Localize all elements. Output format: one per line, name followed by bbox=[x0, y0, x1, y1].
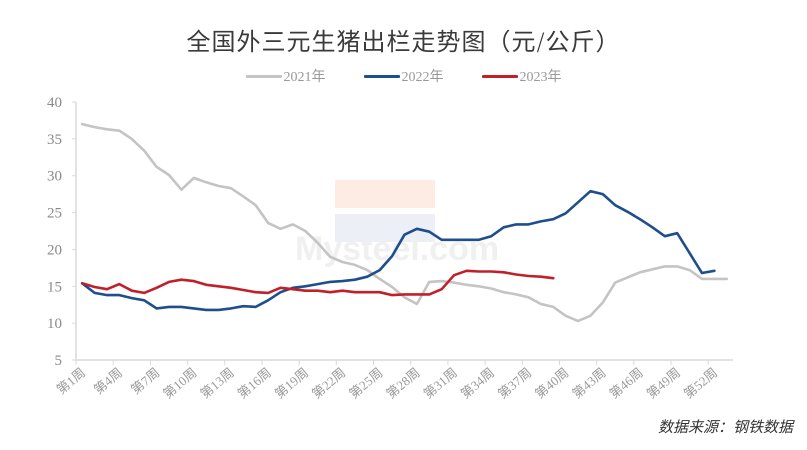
legend-swatch-icon bbox=[363, 74, 400, 78]
x-tick-label: 第10周 bbox=[160, 365, 200, 402]
x-tick-label: 第22周 bbox=[309, 365, 349, 402]
x-tick-label: 第7周 bbox=[128, 365, 163, 397]
legend-label: 2021年 bbox=[283, 70, 326, 85]
legend-label: 2022年 bbox=[401, 70, 444, 85]
x-tick-label: 第46周 bbox=[606, 365, 646, 402]
y-tick-label: 20 bbox=[47, 242, 62, 258]
series-line-2023年 bbox=[80, 269, 555, 297]
source-label: 数据来源：钢铁数据 bbox=[657, 418, 793, 436]
x-tick-label: 第49周 bbox=[644, 365, 684, 402]
y-tick-label: 5 bbox=[55, 353, 63, 369]
legend-item: 2023年 bbox=[481, 66, 562, 86]
x-tick-label: 第13周 bbox=[197, 365, 237, 402]
y-tick-label: 15 bbox=[47, 279, 62, 295]
x-tick-label: 第1周 bbox=[54, 365, 89, 397]
y-tick-label: 40 bbox=[47, 95, 62, 111]
x-tick-label: 第16周 bbox=[235, 365, 275, 402]
x-tick-label: 第37周 bbox=[495, 365, 535, 402]
y-tick-label: 30 bbox=[47, 169, 62, 185]
legend: 2021年 2022年 2023年 bbox=[0, 66, 807, 86]
x-tick-label: 第43周 bbox=[569, 365, 609, 402]
legend-item: 2022年 bbox=[363, 66, 444, 86]
y-tick-label: 25 bbox=[47, 206, 62, 222]
legend-label: 2023年 bbox=[519, 70, 562, 85]
y-tick-label: 35 bbox=[47, 132, 62, 148]
series-line-2022年 bbox=[80, 189, 716, 312]
legend-swatch-icon bbox=[245, 74, 282, 78]
x-tick-label: 第25周 bbox=[346, 365, 386, 402]
x-tick-label: 第40周 bbox=[532, 365, 572, 402]
legend-swatch-icon bbox=[481, 74, 518, 78]
x-tick-label: 第34周 bbox=[458, 365, 498, 402]
chart-title: 全国外三元生猪出栏走势图（元/公斤） bbox=[186, 28, 621, 56]
x-tick-label: 第19周 bbox=[272, 365, 312, 402]
x-tick-label: 第4周 bbox=[91, 365, 126, 397]
x-tick-label: 第52周 bbox=[681, 365, 721, 402]
legend-item: 2021年 bbox=[245, 66, 326, 86]
x-tick-label: 第31周 bbox=[420, 365, 460, 402]
y-tick-label: 10 bbox=[47, 316, 62, 332]
series-line-2021年 bbox=[80, 122, 729, 323]
x-tick-label: 第28周 bbox=[383, 365, 423, 402]
